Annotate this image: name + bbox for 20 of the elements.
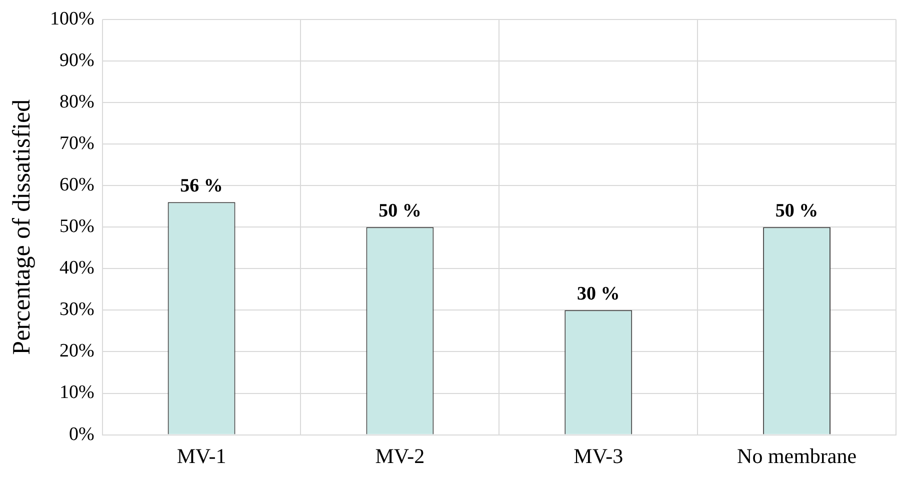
- y-tick-label: 40%: [60, 258, 94, 279]
- y-tick-label: 100%: [50, 8, 94, 30]
- data-label: 50 %: [378, 200, 422, 222]
- data-label: 56 %: [180, 176, 223, 197]
- data-label: 50 %: [775, 200, 818, 222]
- y-tick-label: 70%: [60, 133, 94, 154]
- x-tick-label: MV-2: [375, 444, 425, 468]
- y-tick-label: 90%: [60, 50, 94, 71]
- y-tick-label: 0%: [69, 424, 94, 445]
- data-label: 30 %: [577, 284, 620, 305]
- y-tick-label: 30%: [60, 299, 94, 320]
- y-axis-title: Percentage of dissatisfied: [8, 98, 36, 355]
- x-tick-label: MV-1: [176, 444, 226, 468]
- y-tick-label: 60%: [60, 174, 94, 196]
- y-tick-label: 10%: [60, 382, 94, 404]
- x-tick-label: No membrane: [737, 444, 857, 468]
- y-tick-label: 20%: [60, 340, 94, 362]
- y-tick-label: 50%: [60, 216, 94, 238]
- y-tick-label: 80%: [60, 91, 94, 112]
- x-tick-label: MV-3: [574, 444, 624, 468]
